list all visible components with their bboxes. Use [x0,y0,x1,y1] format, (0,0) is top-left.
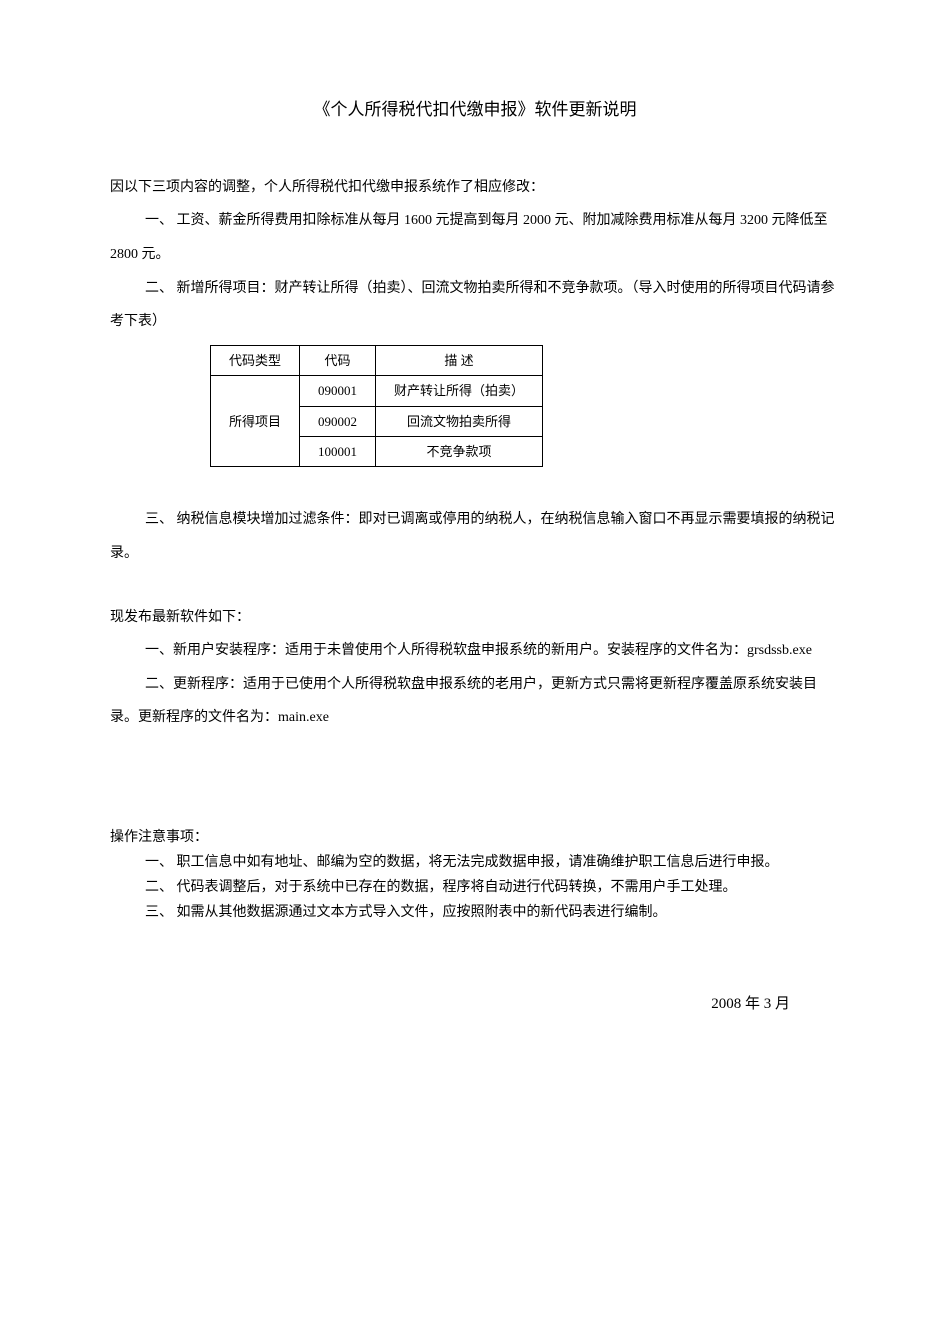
table-cell-code: 100001 [300,436,376,466]
table-cell-code: 090001 [300,376,376,406]
document-title: 《个人所得税代扣代缴申报》软件更新说明 [110,90,840,131]
change-item-3: 三、 纳税信息模块增加过滤条件：即对已调离或停用的纳税人，在纳税信息输入窗口不再… [110,503,840,570]
table-header-row: 代码类型 代码 描 述 [211,345,543,375]
change-item-1: 一、 工资、薪金所得费用扣除标准从每月 1600 元提高到每月 2000 元、附… [110,204,840,271]
document-date: 2008 年 3 月 [110,986,840,1022]
table-header-type: 代码类型 [211,345,300,375]
table-cell-desc: 回流文物拍卖所得 [376,406,543,436]
table-header-code: 代码 [300,345,376,375]
intro-text: 因以下三项内容的调整，个人所得税代扣代缴申报系统作了相应修改： [110,171,840,205]
table-cell-category: 所得项目 [211,376,300,467]
note-item-3: 三、 如需从其他数据源通过文本方式导入文件，应按照附表中的新代码表进行编制。 [110,900,840,925]
note-item-2: 二、 代码表调整后，对于系统中已存在的数据，程序将自动进行代码转换，不需用户手工… [110,875,840,900]
code-table-container: 代码类型 代码 描 述 所得项目 090001 财产转让所得（拍卖） 09000… [210,345,840,468]
table-cell-code: 090002 [300,406,376,436]
release-item-2: 二、更新程序：适用于已使用个人所得税软盘申报系统的老用户，更新方式只需将更新程序… [110,668,840,735]
notes-heading: 操作注意事项： [110,825,840,850]
table-cell-desc: 不竞争款项 [376,436,543,466]
code-table: 代码类型 代码 描 述 所得项目 090001 财产转让所得（拍卖） 09000… [210,345,543,468]
table-cell-desc: 财产转让所得（拍卖） [376,376,543,406]
table-row: 所得项目 090001 财产转让所得（拍卖） [211,376,543,406]
release-item-1: 一、新用户安装程序：适用于未曾使用个人所得税软盘申报系统的新用户。安装程序的文件… [110,634,840,668]
release-intro: 现发布最新软件如下： [110,601,840,635]
change-item-2: 二、 新增所得项目：财产转让所得（拍卖）、回流文物拍卖所得和不竞争款项。（导入时… [110,272,840,339]
note-item-1: 一、 职工信息中如有地址、邮编为空的数据，将无法完成数据申报，请准确维护职工信息… [110,850,840,875]
table-header-desc: 描 述 [376,345,543,375]
